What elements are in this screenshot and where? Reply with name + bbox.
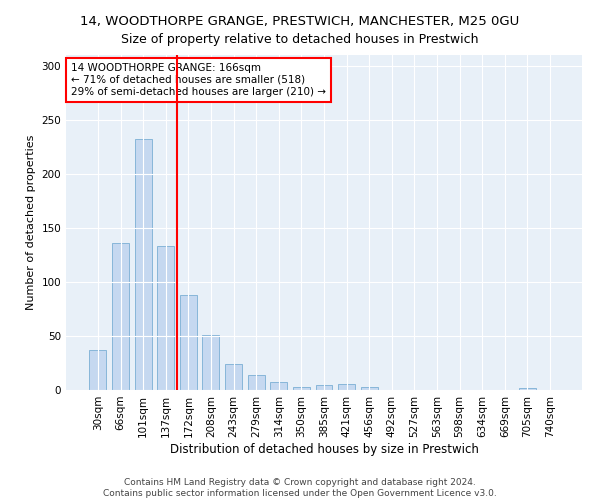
Bar <box>271 382 287 390</box>
Bar <box>202 335 220 390</box>
Bar <box>316 384 332 390</box>
Bar <box>157 246 174 390</box>
Text: 14 WOODTHORPE GRANGE: 166sqm
← 71% of detached houses are smaller (518)
29% of s: 14 WOODTHORPE GRANGE: 166sqm ← 71% of de… <box>71 64 326 96</box>
X-axis label: Distribution of detached houses by size in Prestwich: Distribution of detached houses by size … <box>170 442 478 456</box>
Bar <box>361 387 377 390</box>
Bar <box>112 243 129 390</box>
Bar <box>89 350 106 390</box>
Y-axis label: Number of detached properties: Number of detached properties <box>26 135 36 310</box>
Bar <box>134 140 152 390</box>
Bar <box>519 388 536 390</box>
Bar <box>225 364 242 390</box>
Bar <box>293 387 310 390</box>
Text: Size of property relative to detached houses in Prestwich: Size of property relative to detached ho… <box>121 32 479 46</box>
Text: Contains HM Land Registry data © Crown copyright and database right 2024.
Contai: Contains HM Land Registry data © Crown c… <box>103 478 497 498</box>
Bar <box>338 384 355 390</box>
Bar <box>180 295 197 390</box>
Bar <box>248 375 265 390</box>
Text: 14, WOODTHORPE GRANGE, PRESTWICH, MANCHESTER, M25 0GU: 14, WOODTHORPE GRANGE, PRESTWICH, MANCHE… <box>80 15 520 28</box>
